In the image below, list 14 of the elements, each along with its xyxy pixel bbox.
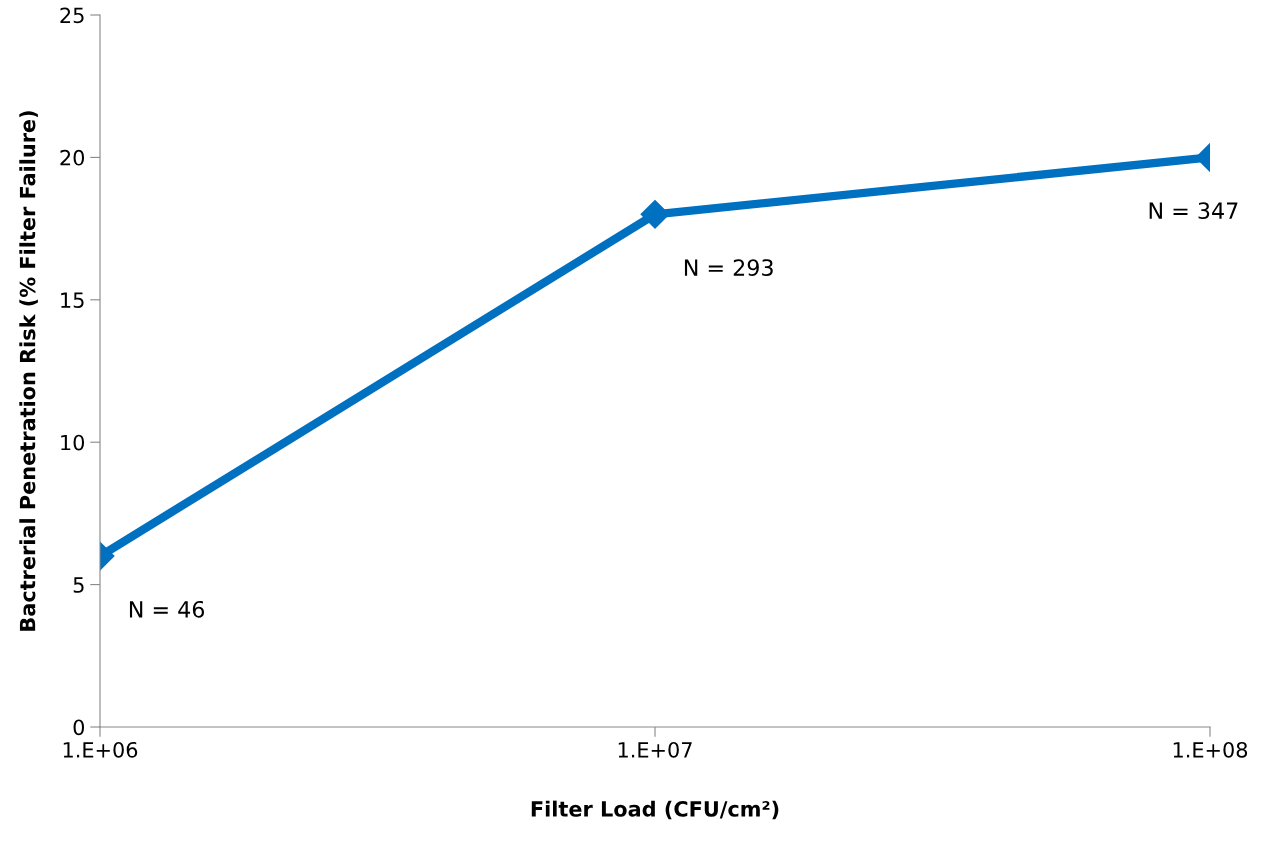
annotation: N = 293 (684, 259, 773, 277)
y-tick-label: 20 (60, 149, 85, 166)
y-tick-label: 5 (73, 577, 84, 593)
x-tick-label: 1.E+07 (618, 741, 692, 758)
x-tick-label: 1.E+08 (1173, 741, 1248, 758)
x-tick-label: 1.E+06 (63, 741, 138, 758)
y-tick-label: 15 (61, 292, 84, 309)
x-axis-title: Filter Load (CFU/cm²) (531, 800, 779, 820)
annotation: N = 347 (1149, 202, 1238, 220)
y-tick-label: 0 (73, 719, 85, 736)
y-tick-label: 25 (60, 7, 84, 24)
annotation: N = 46 (129, 600, 205, 618)
y-axis-title: Bactrerial Penetration Risk (% Filter Failure) (19, 111, 38, 631)
y-tick-label: 10 (61, 434, 85, 451)
